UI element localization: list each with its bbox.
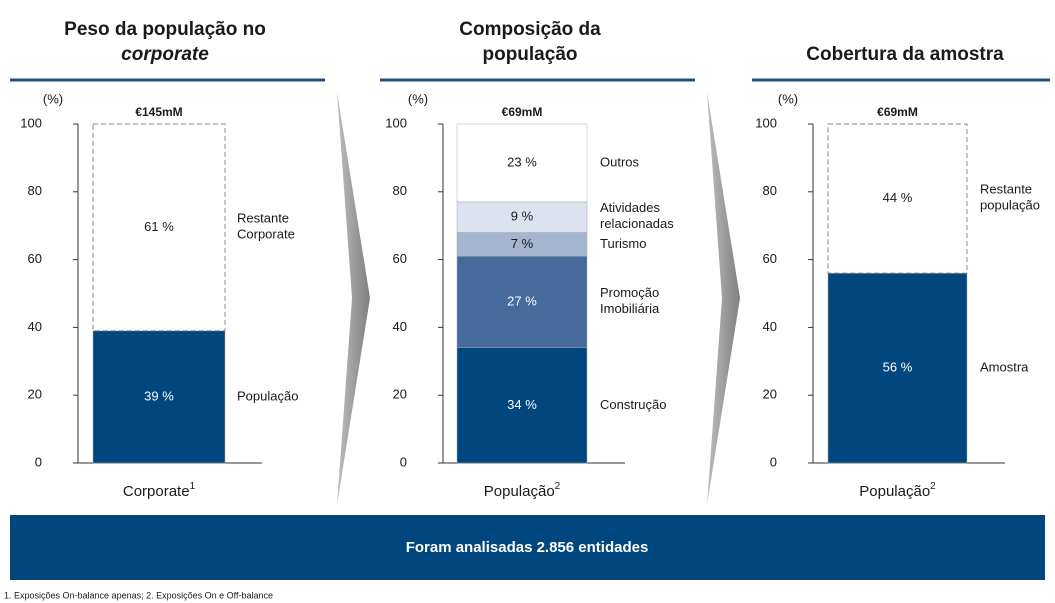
legend-label: Construção xyxy=(600,397,666,412)
y-tick-label: 20 xyxy=(393,387,407,402)
banner-text: Foram analisadas 2.856 entidades xyxy=(406,539,649,556)
panel-title: população xyxy=(482,44,577,65)
category-superscript: 1 xyxy=(190,481,196,492)
bar-segment xyxy=(92,123,226,332)
y-tick-label: 80 xyxy=(393,183,407,198)
y-tick-label: 80 xyxy=(28,183,42,198)
bar-segment xyxy=(456,123,588,203)
legend-label: População xyxy=(237,388,298,403)
y-tick-label: 0 xyxy=(35,454,42,469)
x-tick-label: População2 xyxy=(859,481,936,500)
category: População xyxy=(484,483,555,500)
y-tick-label: 20 xyxy=(28,387,42,402)
y-tick-label: 0 xyxy=(770,454,777,469)
value-label: 44 % xyxy=(883,190,913,205)
y-tick-label: 60 xyxy=(28,251,42,266)
y-tick-label: 100 xyxy=(755,115,777,130)
legend-line: relacionadas xyxy=(600,217,674,232)
panel-title: corporate xyxy=(121,44,209,65)
y-tick-label: 20 xyxy=(763,387,777,402)
y-tick-label: 60 xyxy=(763,251,777,266)
bar-segment xyxy=(827,272,968,464)
value-label: 7 % xyxy=(511,236,534,251)
unit-label: (%) xyxy=(778,91,798,106)
legend-line: população xyxy=(980,198,1040,213)
total-label: €145mM xyxy=(135,105,182,119)
legend-line: Promoção xyxy=(600,285,659,300)
banner xyxy=(10,515,1045,580)
y-tick-label: 0 xyxy=(400,454,407,469)
footnote: 1. Exposições On-balance apenas; 2. Expo… xyxy=(4,590,273,600)
legend-line: Imobiliária xyxy=(600,301,660,316)
value-label: 9 % xyxy=(511,209,534,224)
unit-label: (%) xyxy=(408,91,428,106)
legend-line: Restante xyxy=(237,211,289,226)
y-tick-label: 100 xyxy=(385,115,407,130)
bar-segment xyxy=(92,330,226,464)
bar-segment xyxy=(456,347,588,464)
total-label: €69mM xyxy=(877,105,918,119)
legend-label: Restante população xyxy=(980,182,1040,213)
y-tick-label: 80 xyxy=(763,183,777,198)
y-tick-label: 40 xyxy=(393,319,407,334)
legend-label: Restante Corporate xyxy=(237,211,295,242)
value-label: 23 % xyxy=(507,154,537,169)
category-superscript: 2 xyxy=(555,481,561,492)
legend-line: Corporate xyxy=(237,227,295,242)
legend-label: Atividades relacionadas xyxy=(600,201,674,232)
y-tick-label: 40 xyxy=(28,319,42,334)
panel-title: Peso da população no xyxy=(64,19,266,40)
panel-title: Composição da xyxy=(459,19,601,40)
bar-segment xyxy=(456,255,588,348)
legend-label: Promoção Imobiliária xyxy=(600,285,660,316)
category-superscript: 2 xyxy=(930,481,936,492)
chevron-arrow xyxy=(337,92,370,505)
value-label: 39 % xyxy=(144,388,174,403)
bar-segment xyxy=(827,123,968,274)
x-tick-label: Corporate1 xyxy=(123,481,196,500)
legend-label: Turismo xyxy=(600,236,646,251)
category: População xyxy=(859,483,930,500)
value-label: 34 % xyxy=(507,397,537,412)
y-tick-label: 100 xyxy=(20,115,42,130)
legend-line: Atividades xyxy=(600,201,660,216)
x-tick-label: População2 xyxy=(484,481,561,500)
unit-label: (%) xyxy=(43,91,63,106)
y-tick-label: 40 xyxy=(763,319,777,334)
y-tick-label: 60 xyxy=(393,251,407,266)
legend-line: Restante xyxy=(980,182,1032,197)
total-label: €69mM xyxy=(502,105,543,119)
category: Corporate xyxy=(123,483,190,500)
value-label: 56 % xyxy=(883,360,913,375)
legend-label: Amostra xyxy=(980,360,1029,375)
legend-label: Outros xyxy=(600,154,640,169)
value-label: 61 % xyxy=(144,219,174,234)
chevron-arrow xyxy=(707,92,740,505)
value-label: 27 % xyxy=(507,293,537,308)
panel-title: Cobertura da amostra xyxy=(806,44,1004,65)
